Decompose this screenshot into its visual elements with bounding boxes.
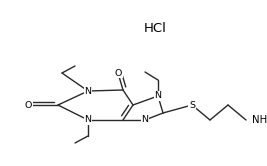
Text: NH₂: NH₂ bbox=[252, 115, 267, 125]
Text: N: N bbox=[84, 116, 92, 124]
Text: N: N bbox=[84, 86, 92, 95]
Text: N: N bbox=[155, 91, 162, 100]
Text: N: N bbox=[142, 116, 148, 124]
Text: O: O bbox=[24, 100, 32, 110]
Text: HCl: HCl bbox=[144, 22, 166, 35]
Text: O: O bbox=[114, 69, 122, 78]
Text: S: S bbox=[189, 100, 195, 110]
